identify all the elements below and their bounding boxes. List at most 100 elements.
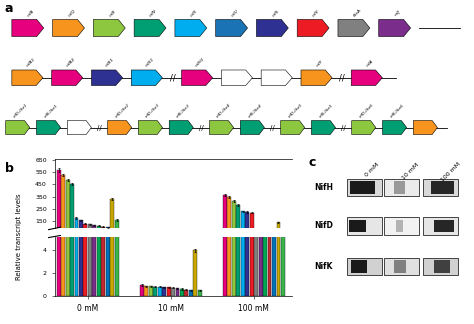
FancyArrow shape (413, 121, 438, 134)
Bar (61, 0, 65, 296)
Text: nifB: nifB (27, 8, 36, 17)
Text: NifH: NifH (315, 183, 334, 192)
Text: nifK-like3: nifK-like3 (176, 103, 191, 119)
Bar (180, 289, 184, 296)
Bar (97, 226, 101, 239)
Text: nifB1: nifB1 (26, 57, 36, 68)
Bar (92, 0, 96, 296)
Bar (254, 231, 258, 239)
FancyArrow shape (138, 121, 163, 134)
Bar (263, 0, 267, 296)
Bar (227, 197, 231, 239)
FancyArrow shape (379, 19, 410, 37)
FancyArrow shape (311, 121, 336, 134)
Bar (115, 220, 119, 239)
FancyArrow shape (134, 19, 166, 37)
Text: nifD-like5: nifD-like5 (287, 103, 303, 119)
Bar (422, 258, 458, 275)
Text: fdxA: fdxA (353, 7, 362, 17)
FancyArrow shape (297, 19, 329, 37)
Bar (281, 0, 285, 296)
FancyArrow shape (281, 121, 305, 134)
Bar (396, 219, 403, 232)
Bar (351, 260, 367, 273)
Bar (434, 219, 454, 232)
FancyArrow shape (12, 70, 43, 86)
Text: nifH1: nifH1 (195, 57, 206, 68)
Text: nifK-like1: nifK-like1 (44, 103, 59, 119)
Bar (259, 0, 263, 296)
Bar (56, 0, 61, 296)
Text: nifU: nifU (230, 8, 240, 17)
Bar (184, 290, 189, 296)
FancyArrow shape (12, 19, 44, 37)
Bar (97, 0, 101, 296)
Bar (263, 233, 267, 239)
Text: Relative transcript levels: Relative transcript levels (16, 193, 22, 280)
Text: a: a (5, 2, 13, 15)
Bar (162, 287, 166, 296)
Bar (250, 0, 254, 296)
Bar (189, 290, 193, 296)
Bar (92, 226, 96, 239)
Bar (245, 212, 249, 239)
Bar (70, 0, 74, 296)
Text: nifK-like4: nifK-like4 (247, 103, 263, 119)
Bar (74, 0, 79, 296)
FancyArrow shape (240, 121, 264, 134)
Bar (434, 260, 450, 273)
Bar (144, 286, 148, 296)
FancyArrow shape (338, 19, 370, 37)
Bar (267, 233, 272, 239)
Bar (223, 0, 227, 296)
Text: nifN: nifN (149, 8, 158, 17)
Bar (171, 288, 175, 296)
Bar (430, 181, 454, 194)
Bar (198, 290, 202, 296)
Bar (140, 285, 144, 296)
Text: 0 mM: 0 mM (365, 162, 380, 178)
Bar (232, 0, 236, 296)
Bar (223, 195, 227, 239)
Text: nifJ: nifJ (394, 10, 402, 17)
FancyArrow shape (383, 121, 407, 134)
Bar (348, 219, 366, 232)
Text: 10 mM: 10 mM (401, 162, 420, 180)
Text: nifK-like6: nifK-like6 (390, 103, 405, 119)
FancyArrow shape (67, 121, 91, 134)
Bar (267, 0, 272, 296)
Bar (166, 287, 171, 296)
Bar (88, 224, 92, 239)
Text: nifK-like5: nifK-like5 (319, 103, 334, 119)
Text: //: // (270, 124, 275, 131)
FancyArrow shape (216, 19, 247, 37)
Bar (236, 204, 240, 239)
Bar (149, 286, 153, 296)
Bar (106, 0, 110, 296)
FancyArrow shape (6, 121, 30, 134)
Text: 100 mM: 100 mM (440, 162, 462, 183)
Bar (384, 179, 419, 196)
FancyArrow shape (52, 70, 83, 86)
Text: nifD-like6: nifD-like6 (358, 103, 374, 119)
Bar (65, 179, 70, 239)
Bar (422, 217, 458, 235)
Text: //: // (199, 124, 204, 131)
Bar (250, 213, 254, 239)
FancyArrow shape (182, 70, 213, 86)
Bar (83, 224, 87, 239)
Bar (384, 258, 419, 275)
Bar (241, 0, 245, 296)
Bar (227, 0, 231, 296)
Bar (232, 201, 236, 239)
Text: nifQ: nifQ (67, 8, 77, 17)
Text: nifS: nifS (272, 9, 280, 17)
Bar (110, 199, 114, 239)
Bar (350, 181, 375, 194)
Bar (175, 288, 180, 296)
FancyArrow shape (175, 19, 207, 37)
FancyArrow shape (53, 19, 84, 37)
Text: b: b (5, 162, 14, 175)
Text: nifB2: nifB2 (65, 57, 76, 68)
FancyArrow shape (131, 70, 163, 86)
